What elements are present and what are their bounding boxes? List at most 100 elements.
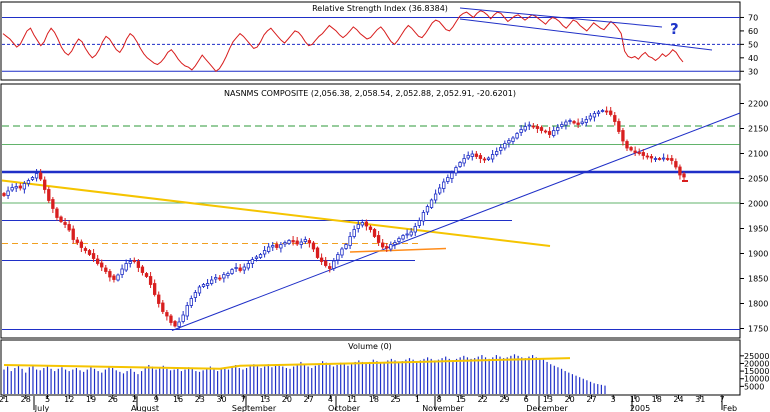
candle-body (657, 158, 662, 160)
candle-body (18, 185, 22, 189)
candle-body (287, 240, 291, 244)
candle-body (157, 294, 161, 304)
candle-body (283, 242, 287, 245)
rsi-y-tick-label: 30 (748, 67, 758, 76)
candle-body (128, 261, 132, 264)
candle-body (454, 167, 458, 174)
candle-body (47, 189, 51, 201)
x-tick-label: 2 (132, 395, 137, 404)
candle-body (238, 267, 242, 271)
candle-body (34, 173, 39, 179)
candle-body (478, 155, 483, 159)
candle-body (201, 284, 206, 287)
volume-y-tick-label: 20000 (744, 359, 769, 368)
candle-body (59, 216, 63, 222)
candle-body (189, 298, 193, 306)
candle-body (275, 244, 279, 248)
candle-body (552, 130, 556, 136)
candle-body (161, 302, 165, 312)
candle-body (352, 229, 356, 237)
candle-body (381, 242, 385, 248)
candle-body (666, 158, 670, 160)
candle-body (438, 187, 442, 194)
x-tick-label: 13 (260, 395, 270, 404)
candle-body (226, 273, 230, 276)
candle-body (311, 242, 316, 250)
candle-body (450, 172, 454, 179)
price-panel (0, 83, 741, 339)
x-tick-label: 11 (347, 395, 357, 404)
candle-body (584, 119, 588, 123)
candle-body (385, 246, 389, 249)
rsi-layer: 70 60 50 40 30 (2, 7, 758, 76)
candle-body (262, 250, 267, 255)
rsi-trendline-lower (459, 18, 713, 51)
price-y-tick-label: 2150 (748, 125, 768, 134)
x-tick-label: 12 (64, 395, 74, 404)
rising-support-trendline (171, 112, 741, 331)
candle-body (637, 152, 641, 154)
candle-body (267, 246, 271, 252)
candle-body (63, 222, 67, 225)
candle-body (55, 208, 59, 218)
x-tick-label: 27 (304, 395, 314, 404)
candle-body (364, 221, 369, 227)
x-tick-label: 23 (195, 395, 205, 404)
candle-body (193, 292, 198, 298)
candle-body (649, 156, 654, 159)
candle-body (205, 283, 210, 286)
candle-body (401, 235, 405, 240)
candle-body (670, 158, 674, 161)
price-y-tick-label: 1900 (748, 250, 768, 259)
candle-body (609, 110, 613, 115)
x-tick-label: 18 (652, 395, 662, 404)
rsi-y-tick-label: 60 (748, 27, 758, 36)
x-tick-label: 21 (0, 395, 9, 404)
candle-body (458, 162, 462, 167)
candle-body (319, 257, 324, 262)
candle-body (580, 121, 584, 124)
candle-body (596, 111, 601, 114)
candle-body (112, 275, 116, 280)
candle-body (556, 127, 560, 131)
candle-body (539, 127, 544, 131)
candle-body (234, 267, 238, 269)
orange-short-line (349, 247, 447, 253)
x-tick-label: 19 (86, 395, 96, 404)
candle-body (470, 153, 474, 157)
candle-body (214, 277, 218, 280)
candle-body (511, 137, 515, 142)
candle-body (218, 277, 222, 280)
volume-y-tick-label: 25000 (744, 352, 769, 361)
candle-body (490, 154, 495, 160)
candle-body (120, 268, 124, 275)
x-month-label: July (34, 404, 50, 412)
x-month-label: August (131, 404, 159, 412)
rsi-y-tick-label: 50 (748, 40, 758, 49)
volume-average-line (3, 357, 571, 370)
candle-body (132, 260, 136, 262)
candle-body (336, 254, 340, 261)
candle-body (136, 261, 141, 268)
volume-panel (0, 339, 741, 396)
candle-body (682, 173, 686, 178)
candle-body (299, 241, 303, 245)
candle-body (633, 150, 637, 153)
candle-body (51, 199, 55, 209)
candle-body (368, 226, 373, 230)
candle-body (417, 220, 421, 226)
candle-body (43, 179, 47, 190)
candle-body (397, 238, 401, 242)
candle-body (95, 258, 100, 264)
candle-body (376, 235, 381, 243)
x-tick-label: 9 (154, 395, 159, 404)
candle-body (446, 177, 450, 182)
candle-body (291, 240, 295, 243)
candle-body (421, 212, 426, 222)
candle-body (30, 177, 35, 180)
price-y-tick-label: 2000 (748, 200, 768, 209)
rsi-y-tick-label: 40 (748, 54, 758, 63)
candle-body (535, 126, 540, 129)
candle-body (393, 242, 397, 245)
